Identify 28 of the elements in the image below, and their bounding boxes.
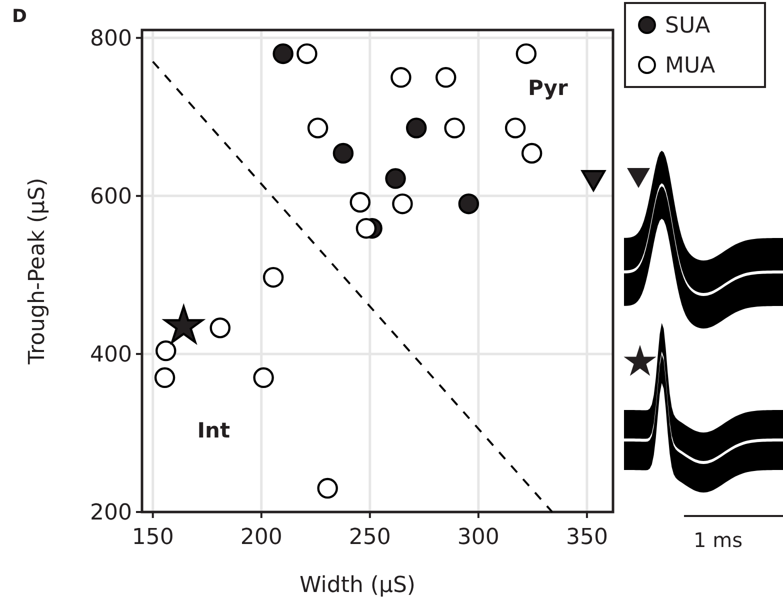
annotation: Int [197,418,230,443]
x-tick-label: 250 [348,525,391,550]
x-tick-label: 200 [240,525,282,550]
y-tick-label: 400 [90,342,132,368]
text: 1 ms [694,528,742,552]
y-tick-label: 200 [90,500,132,526]
point [458,193,480,214]
x-axis-title: Width (µS) [299,573,416,598]
y-axis-title: Trough-Peak (µS) [25,178,50,366]
y-tick-label: 800 [90,26,132,52]
point [581,170,606,192]
point [156,340,176,362]
point [392,193,413,214]
point [385,168,406,189]
legend-label: MUA [665,54,716,79]
x-tick-label: 300 [457,525,500,550]
x-tick-label: 350 [566,525,608,550]
legend-label: SUA [665,14,710,39]
y-tick-label: 600 [90,184,132,210]
text: D [12,6,27,27]
point [356,218,377,239]
annotation: Pyr [528,76,568,100]
point [406,118,427,138]
point [253,367,274,388]
point [332,142,354,164]
point [350,192,371,213]
x-tick-label: 150 [132,525,174,550]
point [272,43,294,64]
